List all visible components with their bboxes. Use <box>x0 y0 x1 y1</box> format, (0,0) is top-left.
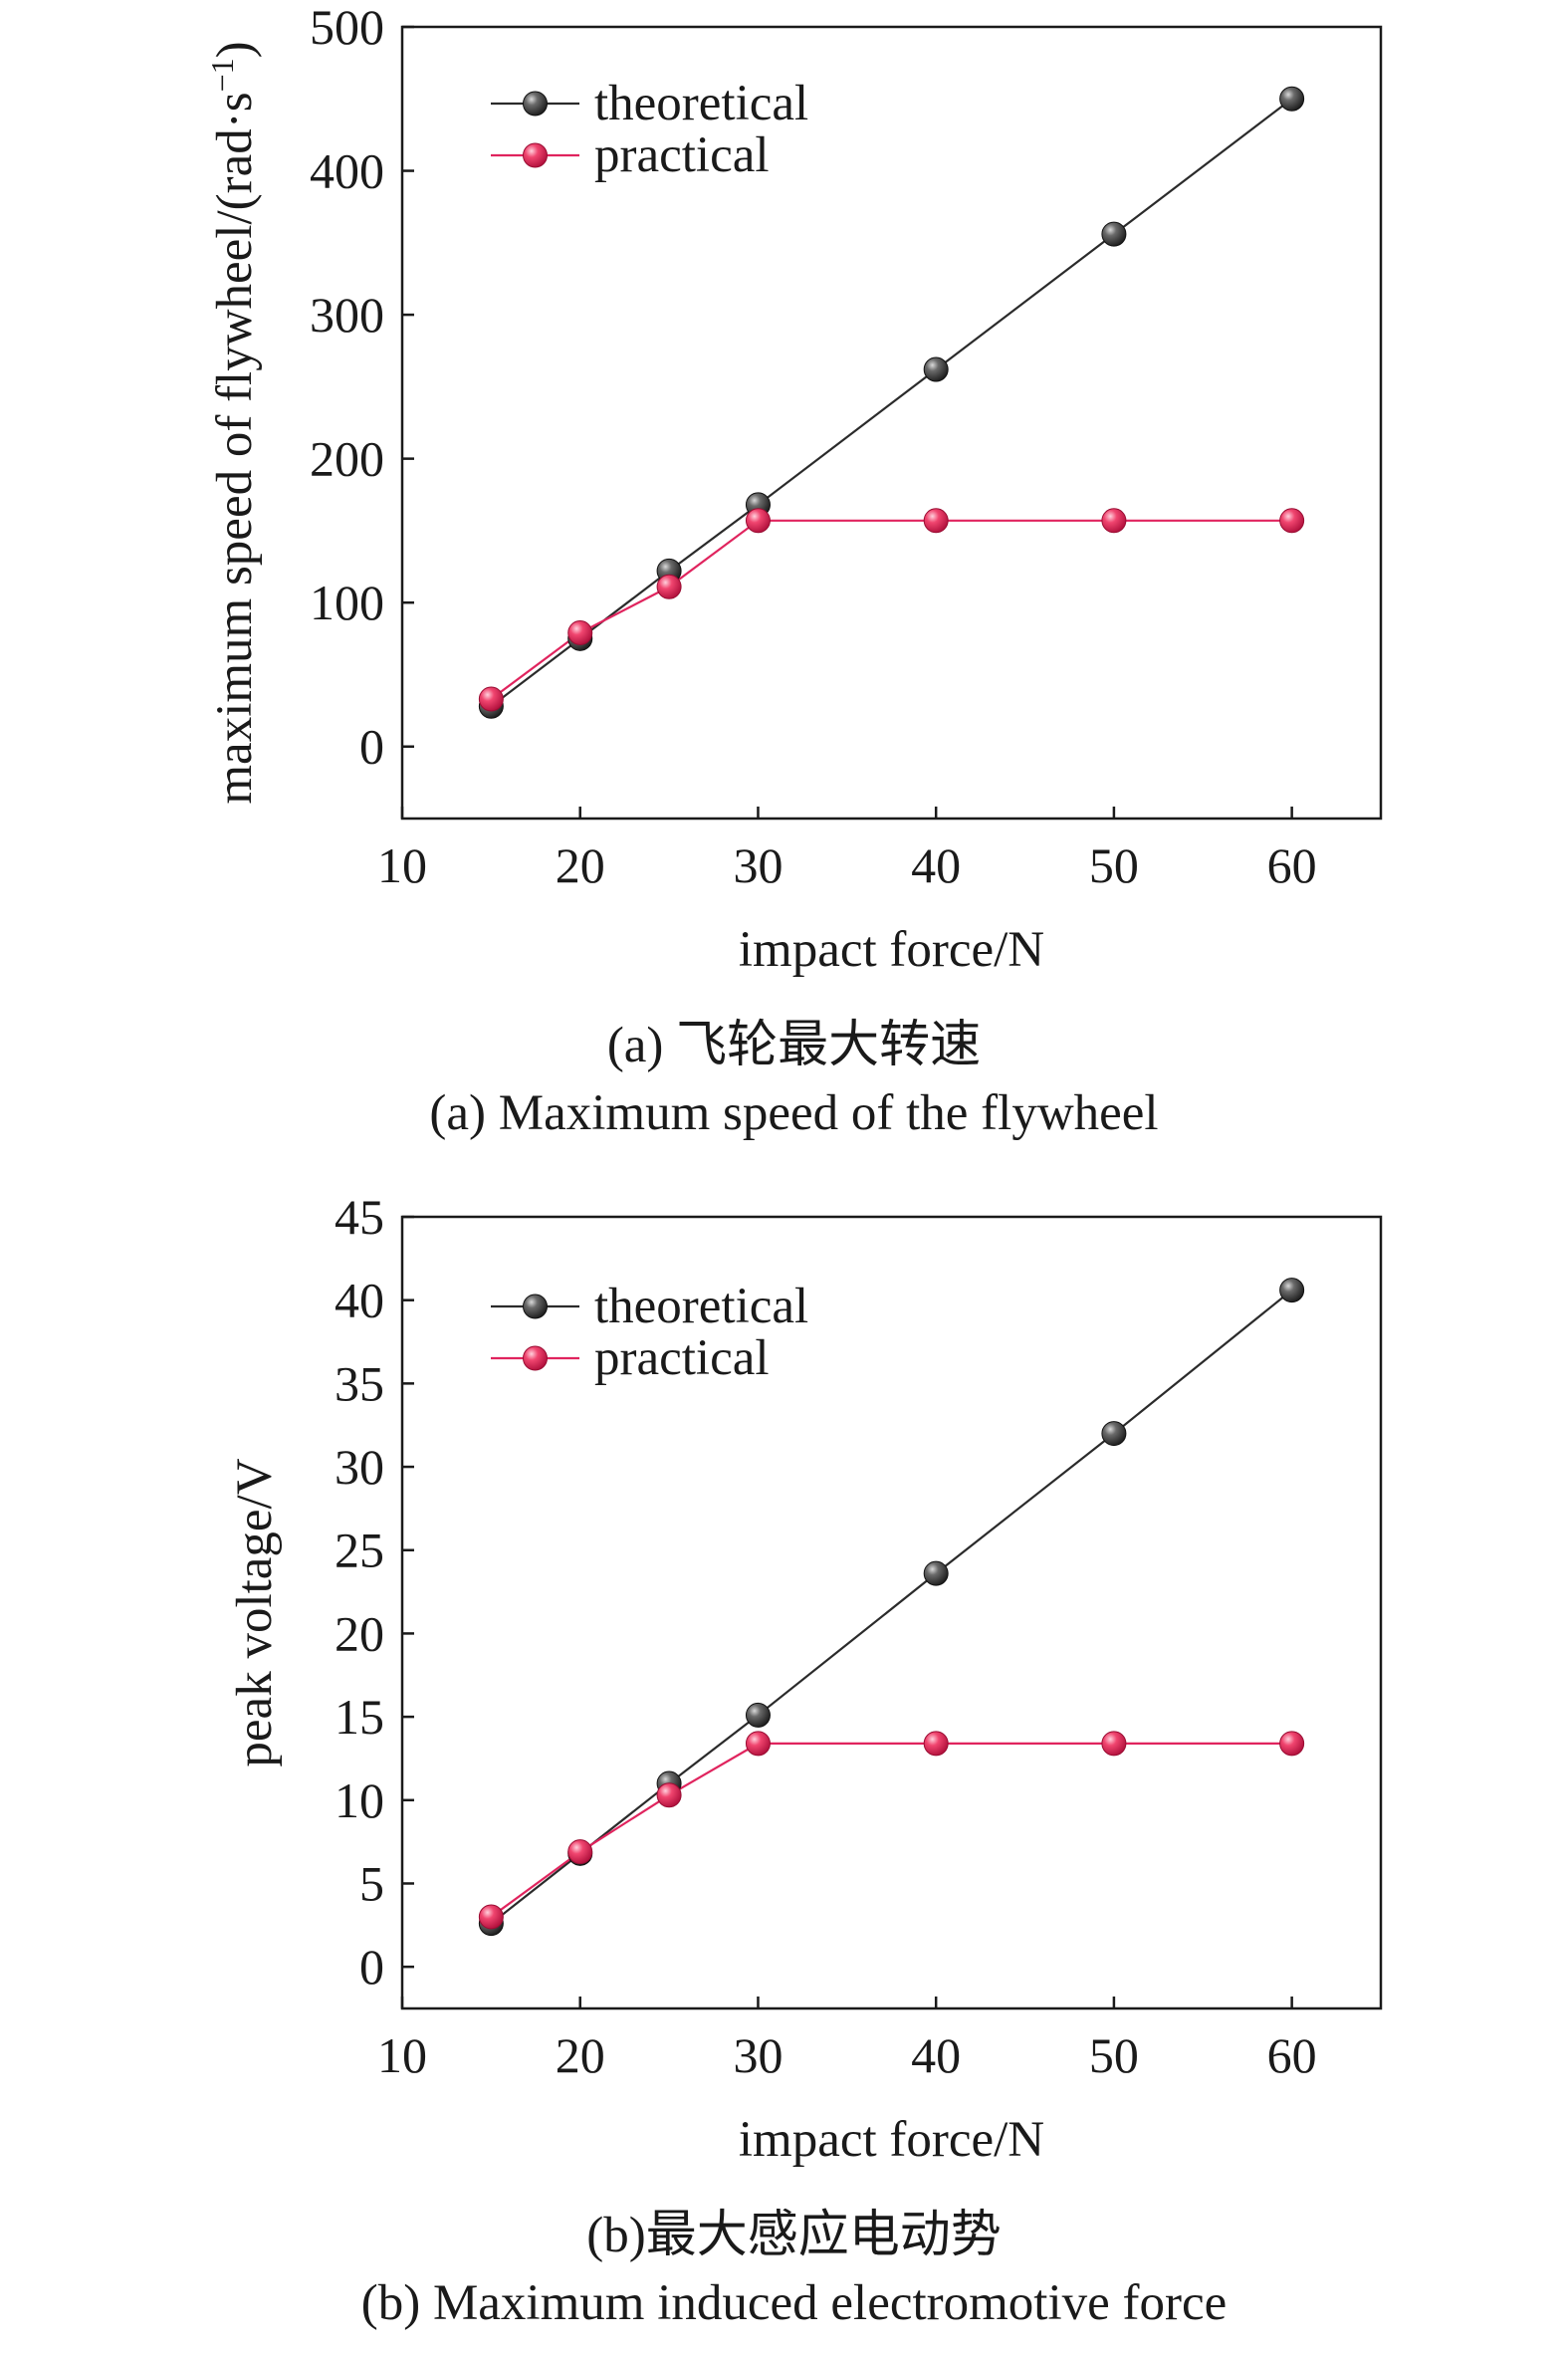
x-axis-label: impact force/N <box>739 922 1044 978</box>
x-tick-label: 20 <box>556 837 605 893</box>
y-tick-label: 300 <box>310 287 384 343</box>
caption-en-a: (a) Maximum speed of the flywheel <box>429 1085 1159 1141</box>
x-tick-label: 40 <box>911 2027 961 2083</box>
data-point-practical <box>1279 1731 1305 1757</box>
y-tick-label: 15 <box>335 1689 384 1745</box>
y-tick-label: 35 <box>335 1355 384 1411</box>
figure-panel-a: 10 20 30 40 50 60 0 100 200 300 400 500 impact force… <box>0 0 1568 1175</box>
data-point-practical <box>1101 508 1127 534</box>
legend-marker-practical <box>523 1345 548 1371</box>
data-point-practical <box>478 1904 504 1930</box>
x-tick-label: 50 <box>1089 837 1139 893</box>
series-line-theoretical <box>490 98 1293 708</box>
y-tick-label: 400 <box>310 143 384 199</box>
legend-label-practical: practical <box>594 1330 770 1386</box>
x-axis-label: impact force/N <box>739 2112 1044 2168</box>
plot-frame <box>400 1215 1383 2010</box>
data-point-practical <box>1101 1731 1127 1757</box>
data-point-theoretical <box>923 356 949 382</box>
y-axis-label: peak voltage/V <box>227 1458 283 1766</box>
data-point-practical <box>923 508 949 534</box>
legend-marker-theoretical <box>523 91 548 117</box>
data-point-practical <box>567 1839 593 1865</box>
y-tick-label: 500 <box>310 0 384 55</box>
chart-peak-voltage: 10 20 30 40 50 60 0 5 10 15 20 25 30 35 40 45 impact for… <box>227 1189 1383 2168</box>
data-point-theoretical <box>1101 1421 1127 1447</box>
x-tick-label: 10 <box>377 837 427 893</box>
y-tick-label: 30 <box>335 1439 384 1495</box>
caption-cn-a: (a) 飞轮最大转速 <box>606 1018 982 1073</box>
x-tick-label: 60 <box>1267 2027 1317 2083</box>
series-line-practical <box>490 519 1292 700</box>
y-tick-label: 0 <box>359 719 384 775</box>
legend-label-practical: practical <box>594 127 770 183</box>
data-point-practical <box>656 1782 682 1808</box>
y-tick-label: 5 <box>359 1855 384 1911</box>
y-tick-label: 25 <box>335 1523 384 1578</box>
x-tick-label: 20 <box>556 2027 605 2083</box>
y-tick-label: 100 <box>310 575 384 630</box>
caption-en-b: (b) Maximum induced electromotive force <box>360 2275 1228 2331</box>
data-point-theoretical <box>1279 86 1305 112</box>
x-tick-label: 30 <box>733 837 783 893</box>
legend-marker-theoretical <box>523 1294 548 1319</box>
x-tick-label: 10 <box>377 2027 427 2083</box>
data-point-theoretical <box>745 1702 771 1728</box>
data-point-practical <box>1279 508 1305 534</box>
y-tick-label: 0 <box>359 1939 384 1995</box>
y-tick-label: 45 <box>335 1189 384 1245</box>
data-point-practical <box>656 574 682 599</box>
data-point-theoretical <box>923 1560 949 1586</box>
data-point-theoretical <box>1279 1278 1305 1303</box>
y-tick-label: 200 <box>310 431 384 487</box>
data-point-practical <box>567 620 593 646</box>
y-tick-label: 10 <box>335 1772 384 1828</box>
data-point-practical <box>478 686 504 712</box>
legend-label-theoretical: theoretical <box>594 1279 808 1334</box>
caption-cn-b: (b)最大感应电动势 <box>586 2208 1002 2263</box>
legend-label-theoretical: theoretical <box>594 76 808 131</box>
y-axis-label: maximum speed of flywheel/(rad·s−1) <box>204 41 263 804</box>
data-point-practical <box>923 1731 949 1757</box>
x-tick-label: 40 <box>911 837 961 893</box>
x-tick-label: 50 <box>1089 2027 1139 2083</box>
chart-maximum-speed: 10 20 30 40 50 60 0 100 200 300 400 500 impact force… <box>204 0 1383 978</box>
x-tick-label: 30 <box>733 2027 783 2083</box>
data-point-practical <box>745 508 771 534</box>
x-tick-label: 60 <box>1267 837 1317 893</box>
data-point-practical <box>745 1731 771 1757</box>
plot-frame <box>400 25 1383 821</box>
figure-panel-b: 10 20 30 40 50 60 0 5 10 15 20 25 30 35 40 45 impact for… <box>0 1189 1568 2354</box>
y-tick-label: 20 <box>335 1605 384 1661</box>
data-point-theoretical <box>1101 221 1127 247</box>
legend-marker-practical <box>523 142 548 168</box>
y-tick-label: 40 <box>335 1273 384 1328</box>
